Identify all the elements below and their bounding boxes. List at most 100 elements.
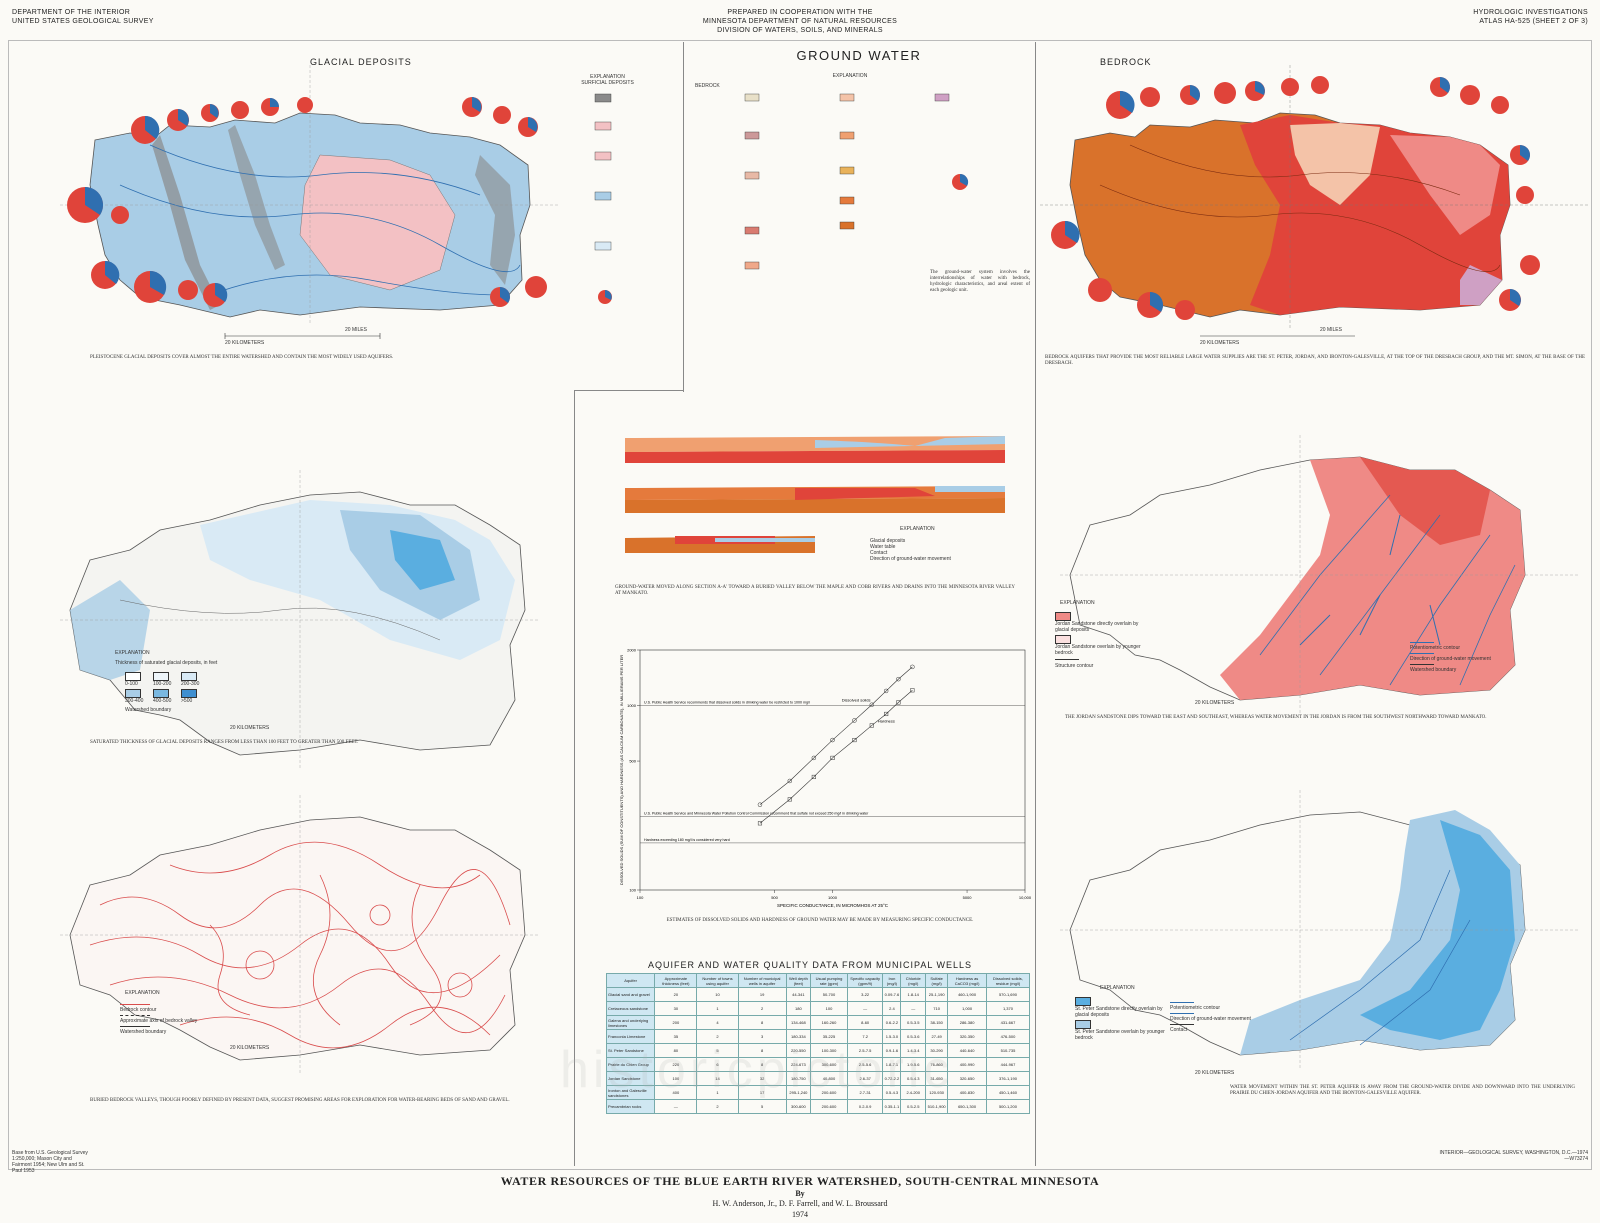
table-cell: 510-1,900: [925, 1099, 949, 1114]
section-item-1: Water table: [870, 544, 896, 550]
divider-step: [574, 390, 684, 391]
valleys-item-0: Bedrock contour: [120, 1007, 157, 1013]
gw-explanation-swatches: [744, 93, 969, 270]
table-cell: 0.35-1.1: [882, 1099, 902, 1114]
table-cell: 320-650: [947, 1071, 987, 1086]
table-cell: 25-1,190: [925, 987, 949, 1002]
data-point: [896, 700, 901, 705]
table-cell: 200-600: [810, 1099, 848, 1114]
saturated-class-2: 200-300: [181, 681, 200, 687]
table-cell: 376-1,190: [985, 1071, 1031, 1086]
table-cell: 0.2-0.9: [846, 1099, 884, 1114]
table-row: Cretaceous sandstone 30 1 2 180 100—2.4—710 1,…: [605, 1001, 1031, 1016]
bedrock-scale-bar: [1200, 335, 1355, 337]
table-cell: 710: [925, 1001, 949, 1016]
glacial-pie-diagrams: [67, 97, 547, 307]
jordan-legend: Jordan Sandstone directly overlain by gl…: [1055, 612, 1145, 669]
glacial-scale-bar: [224, 333, 381, 339]
table-row: Galena and underlying limestones 200 4 8 134…: [605, 1015, 1031, 1030]
footer-authors: H. W. Anderson, Jr., D. F. Farrell, and …: [712, 1199, 888, 1208]
section-a: [625, 436, 1005, 463]
reference-label: U.S. Public Health Service and Minnesota…: [644, 812, 869, 816]
table-cell: 160-260: [810, 1015, 848, 1030]
x-tick-label: 500: [771, 895, 778, 900]
table-cell: 8: [737, 1015, 787, 1030]
table-cell: 100: [810, 1001, 848, 1016]
table-row: Glacial sand and gravel 20 10 19 44-341 50-70…: [605, 987, 1031, 1002]
divider-left-lower: [574, 390, 575, 1166]
table-cell: 0.09-7.6: [882, 987, 902, 1002]
section-caption: GROUND-WATER MOVED ALONG SECTION A-A' TO…: [615, 585, 1015, 596]
y-tick-label: 500: [629, 759, 636, 764]
valleys-caption: BURIED BEDROCK VALLEYS, THOUGH POORLY DE…: [90, 1098, 510, 1103]
stpeter-item-1: St. Peter Sandstone overlain by younger …: [1075, 1029, 1165, 1041]
glacial-river-1: [119, 184, 521, 272]
table-cell: 4: [696, 1015, 739, 1030]
x-tick-label: 100: [637, 895, 644, 900]
gw-explanation-title: EXPLANATION: [832, 73, 868, 79]
table-row: Jordan Sandstone 100 14 32 180-750 40-800 2.6-…: [605, 1071, 1031, 1086]
stpeter-potentiometric: [1289, 869, 1471, 1046]
data-point: [757, 802, 763, 807]
table-cell: 31-650: [925, 1071, 949, 1086]
bedrock-precambrian: [1460, 265, 1502, 305]
table-cell: 3-22: [846, 987, 884, 1002]
glacial-lake-deposits: [299, 154, 456, 291]
table-cell: 44-341: [785, 987, 812, 1002]
bedrock-title: BEDROCK: [1100, 57, 1152, 67]
header-right: HYDROLOGIC INVESTIGATIONS ATLAS HA-525 (…: [1473, 8, 1588, 26]
valleys-item-1: Approximate axis of bedrock valley: [120, 1018, 198, 1024]
data-point: [852, 737, 857, 743]
glacial-river-3: [209, 274, 501, 296]
data-point: [896, 676, 901, 682]
watermark: historicpictoric: [560, 1041, 954, 1099]
table-cell: 650-1,300: [947, 1099, 987, 1114]
saturated-zone-deep: [390, 530, 455, 590]
stpeter-caption: WATER MOVEMENT WITHIN THE ST. PETER AQUI…: [1230, 1085, 1575, 1096]
table-cell: —: [900, 1001, 927, 1016]
table-aquifer-cell: Prairie du Chien Group: [605, 1057, 656, 1072]
bedrock-map: [1040, 65, 1590, 330]
section-c: [625, 536, 815, 553]
stpeter-item-3: Direction of ground-water movement: [1170, 1016, 1251, 1022]
section-item-0: Glacial deposits: [870, 538, 906, 544]
table-row: Precambrian rocks —2 5 300-600 200-600 0.2-0.…: [605, 1099, 1031, 1114]
aquifer-data-table: Aquifer Approximate thickness (feet) Numbe…: [605, 973, 1031, 1114]
header-center-line2: MINNESOTA DEPARTMENT OF NATURAL RESOURCE…: [702, 18, 898, 25]
table-header: Dissolved solids, residue (mg/l): [985, 973, 1031, 988]
header-center-line1: PREPARED IN COOPERATION WITH THE: [727, 9, 873, 16]
saturated-boundary-label: Watershed boundary: [125, 707, 172, 713]
valleys-item-2: Watershed boundary: [120, 1029, 167, 1035]
jordan-scale-label: 20 KILOMETERS: [1195, 700, 1235, 706]
stpeter-explanation-title: EXPLANATION: [1100, 985, 1135, 991]
saturated-class-3: 300-400: [125, 698, 144, 704]
glacial-till-band-2: [228, 125, 285, 270]
table-cell: 400-990: [947, 1057, 987, 1072]
saturated-class-4: 400-500: [153, 698, 172, 704]
table-header: Hardness as CaCO3 (mg/l): [947, 973, 987, 988]
table-cell: 0.6-2.2: [882, 1015, 902, 1030]
table-cell: 476-500: [985, 1029, 1031, 1044]
table-cell: 1: [696, 1001, 739, 1016]
table-cell: —: [654, 1099, 698, 1114]
valleys-explanation-title: EXPLANATION: [125, 990, 160, 996]
glacial-till-band-3: [475, 155, 515, 285]
data-point: [811, 755, 817, 761]
bedrock-pie-diagrams: [1051, 76, 1540, 320]
table-aquifer-cell: Precambrian rocks: [605, 1099, 656, 1114]
table-cell: 510-735: [985, 1043, 1031, 1058]
table-cell: 295-1,240: [785, 1085, 812, 1100]
table-aquifer-cell: Glacial sand and gravel: [605, 987, 656, 1002]
section-b: [625, 486, 1005, 513]
bedrock-valleys-map: [60, 795, 540, 1075]
data-point: [883, 688, 889, 694]
glacial-deposits-map: [60, 65, 560, 325]
glacial-explanation: EXPLANATION SURFICIAL DEPOSITS: [560, 74, 655, 86]
saturated-explanation-sub: Thickness of saturated glacial deposits,…: [115, 660, 218, 666]
table-cell: 5: [737, 1099, 787, 1114]
table-cell: 300-600: [785, 1099, 812, 1114]
divider-left: [683, 42, 684, 392]
footer-print: INTERIOR—GEOLOGICAL SURVEY, WASHINGTON, …: [1439, 1150, 1588, 1162]
saturated-caption: SATURATED THICKNESS OF GLACIAL DEPOSITS …: [90, 740, 359, 745]
table-cell: 10: [696, 987, 739, 1002]
